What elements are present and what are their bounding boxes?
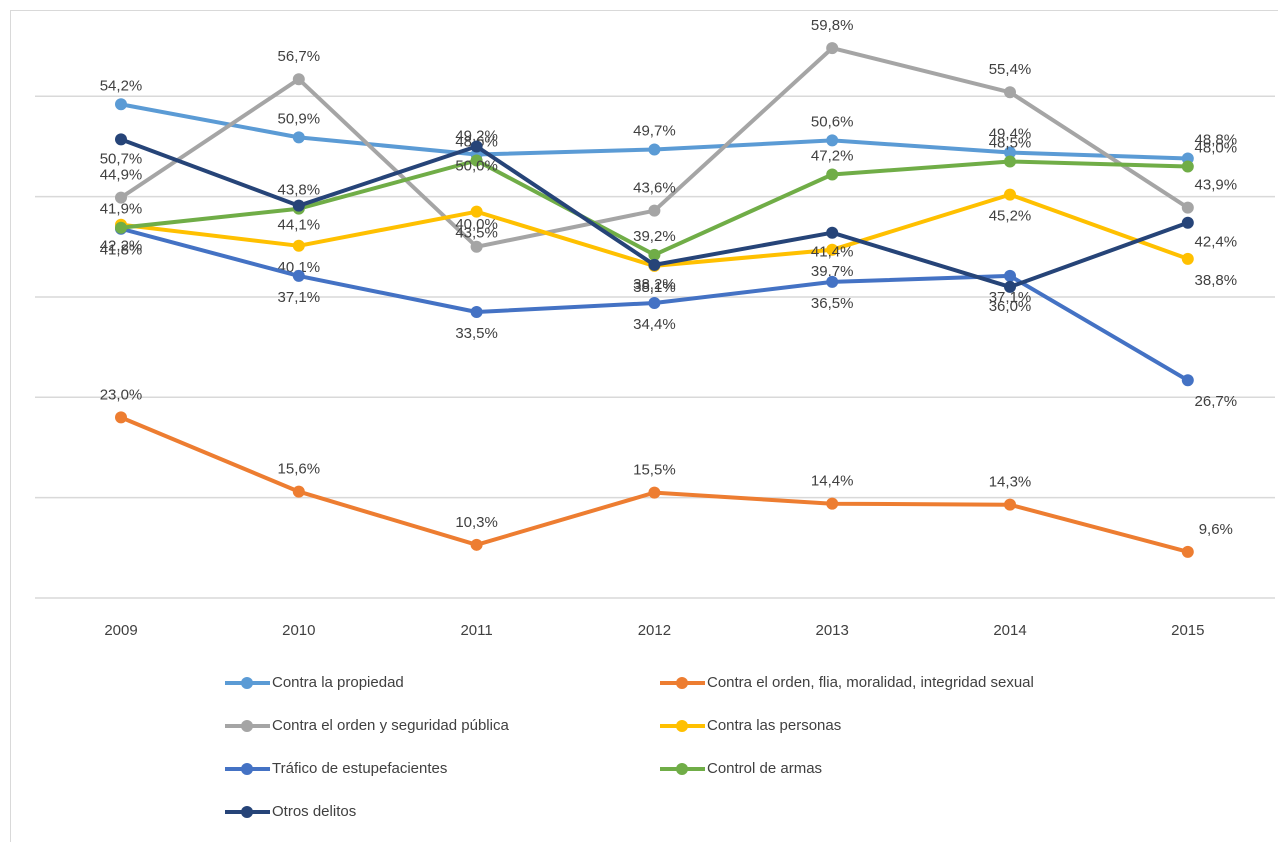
legend-label: Otros delitos [272, 803, 356, 820]
data-label: 54,2% [100, 77, 143, 94]
data-point [115, 222, 127, 234]
legend-label: Control de armas [707, 760, 822, 777]
data-label: 39,2% [633, 228, 676, 245]
data-label: 43,6% [633, 180, 676, 197]
data-label: 50,9% [278, 110, 321, 127]
data-label: 50,7% [100, 150, 143, 167]
data-point [471, 206, 483, 218]
data-label: 38,8% [1195, 272, 1238, 289]
data-label: 26,7% [1195, 393, 1238, 410]
data-label: 49,7% [633, 122, 676, 139]
data-point [1004, 270, 1016, 282]
data-point [293, 240, 305, 252]
data-point [1004, 156, 1016, 168]
data-point [293, 486, 305, 498]
data-point [1004, 499, 1016, 511]
data-label: 14,3% [989, 474, 1032, 491]
data-label: 41,9% [100, 201, 143, 218]
x-tick-label: 2013 [816, 622, 849, 639]
data-label: 43,5% [455, 225, 498, 242]
data-point [1004, 189, 1016, 201]
data-label: 36,0% [989, 298, 1032, 315]
data-label: 14,4% [811, 473, 854, 490]
data-label: 33,5% [455, 325, 498, 342]
data-point [293, 73, 305, 85]
data-label: 56,7% [278, 48, 321, 65]
data-point [648, 205, 660, 217]
data-label: 50,6% [811, 113, 854, 130]
legend-marker [241, 763, 253, 775]
data-point [1004, 86, 1016, 98]
data-point [115, 133, 127, 145]
data-point [115, 98, 127, 110]
legend-marker [241, 677, 253, 689]
x-tick-label: 2012 [638, 622, 671, 639]
data-point [826, 134, 838, 146]
data-label: 9,6% [1199, 521, 1233, 538]
data-label: 43,9% [1195, 177, 1238, 194]
data-point [826, 276, 838, 288]
legend-label: Contra las personas [707, 717, 841, 734]
data-point [293, 131, 305, 143]
data-label: 55,4% [989, 61, 1032, 78]
legend-marker [676, 677, 688, 689]
data-label: 41,8% [100, 242, 143, 259]
data-label: 44,1% [278, 217, 321, 234]
data-point [293, 200, 305, 212]
data-label: 10,3% [455, 514, 498, 531]
data-label: 15,5% [633, 462, 676, 479]
data-point [1182, 253, 1194, 265]
data-point [1182, 217, 1194, 229]
data-label: 59,8% [811, 17, 854, 34]
data-label: 48,0% [1195, 139, 1238, 156]
legend-label: Contra el orden, flia, moralidad, integr… [707, 674, 1034, 691]
data-label: 47,2% [811, 148, 854, 165]
legend-label: Tráfico de estupefacientes [272, 760, 447, 777]
data-label: 43,8% [278, 182, 321, 199]
x-tick-label: 2009 [104, 622, 137, 639]
data-label: 41,4% [811, 244, 854, 261]
x-tick-label: 2014 [993, 622, 1026, 639]
legend-label: Contra la propiedad [272, 674, 404, 691]
data-label: 37,1% [278, 289, 321, 306]
data-point [826, 42, 838, 54]
data-label: 42,4% [1195, 234, 1238, 251]
data-point [471, 306, 483, 318]
data-point [648, 297, 660, 309]
data-point [471, 241, 483, 253]
data-point [1182, 546, 1194, 558]
data-point [826, 227, 838, 239]
data-point [648, 259, 660, 271]
data-point [1182, 161, 1194, 173]
data-label: 15,6% [278, 461, 321, 478]
legend-marker [241, 806, 253, 818]
legend-marker [676, 763, 688, 775]
data-point [293, 270, 305, 282]
data-label: 34,4% [633, 316, 676, 333]
data-label: 50,0% [455, 157, 498, 174]
legend-marker [241, 720, 253, 732]
data-point [471, 140, 483, 152]
data-point [1182, 202, 1194, 214]
data-label: 45,2% [989, 208, 1032, 225]
data-label: 23,0% [100, 386, 143, 403]
legend-marker [676, 720, 688, 732]
x-tick-label: 2015 [1171, 622, 1204, 639]
data-point [115, 411, 127, 423]
data-point [648, 143, 660, 155]
data-label: 48,5% [989, 134, 1032, 151]
data-label: 36,5% [811, 295, 854, 312]
data-point [648, 487, 660, 499]
data-point [1182, 374, 1194, 386]
x-tick-label: 2010 [282, 622, 315, 639]
data-point [1004, 281, 1016, 293]
data-point [471, 539, 483, 551]
data-point [826, 498, 838, 510]
x-tick-label: 2011 [460, 622, 492, 639]
data-label: 38,2% [633, 276, 676, 293]
legend-label: Contra el orden y seguridad pública [272, 717, 509, 734]
data-point [826, 169, 838, 181]
data-label: 44,9% [100, 167, 143, 184]
